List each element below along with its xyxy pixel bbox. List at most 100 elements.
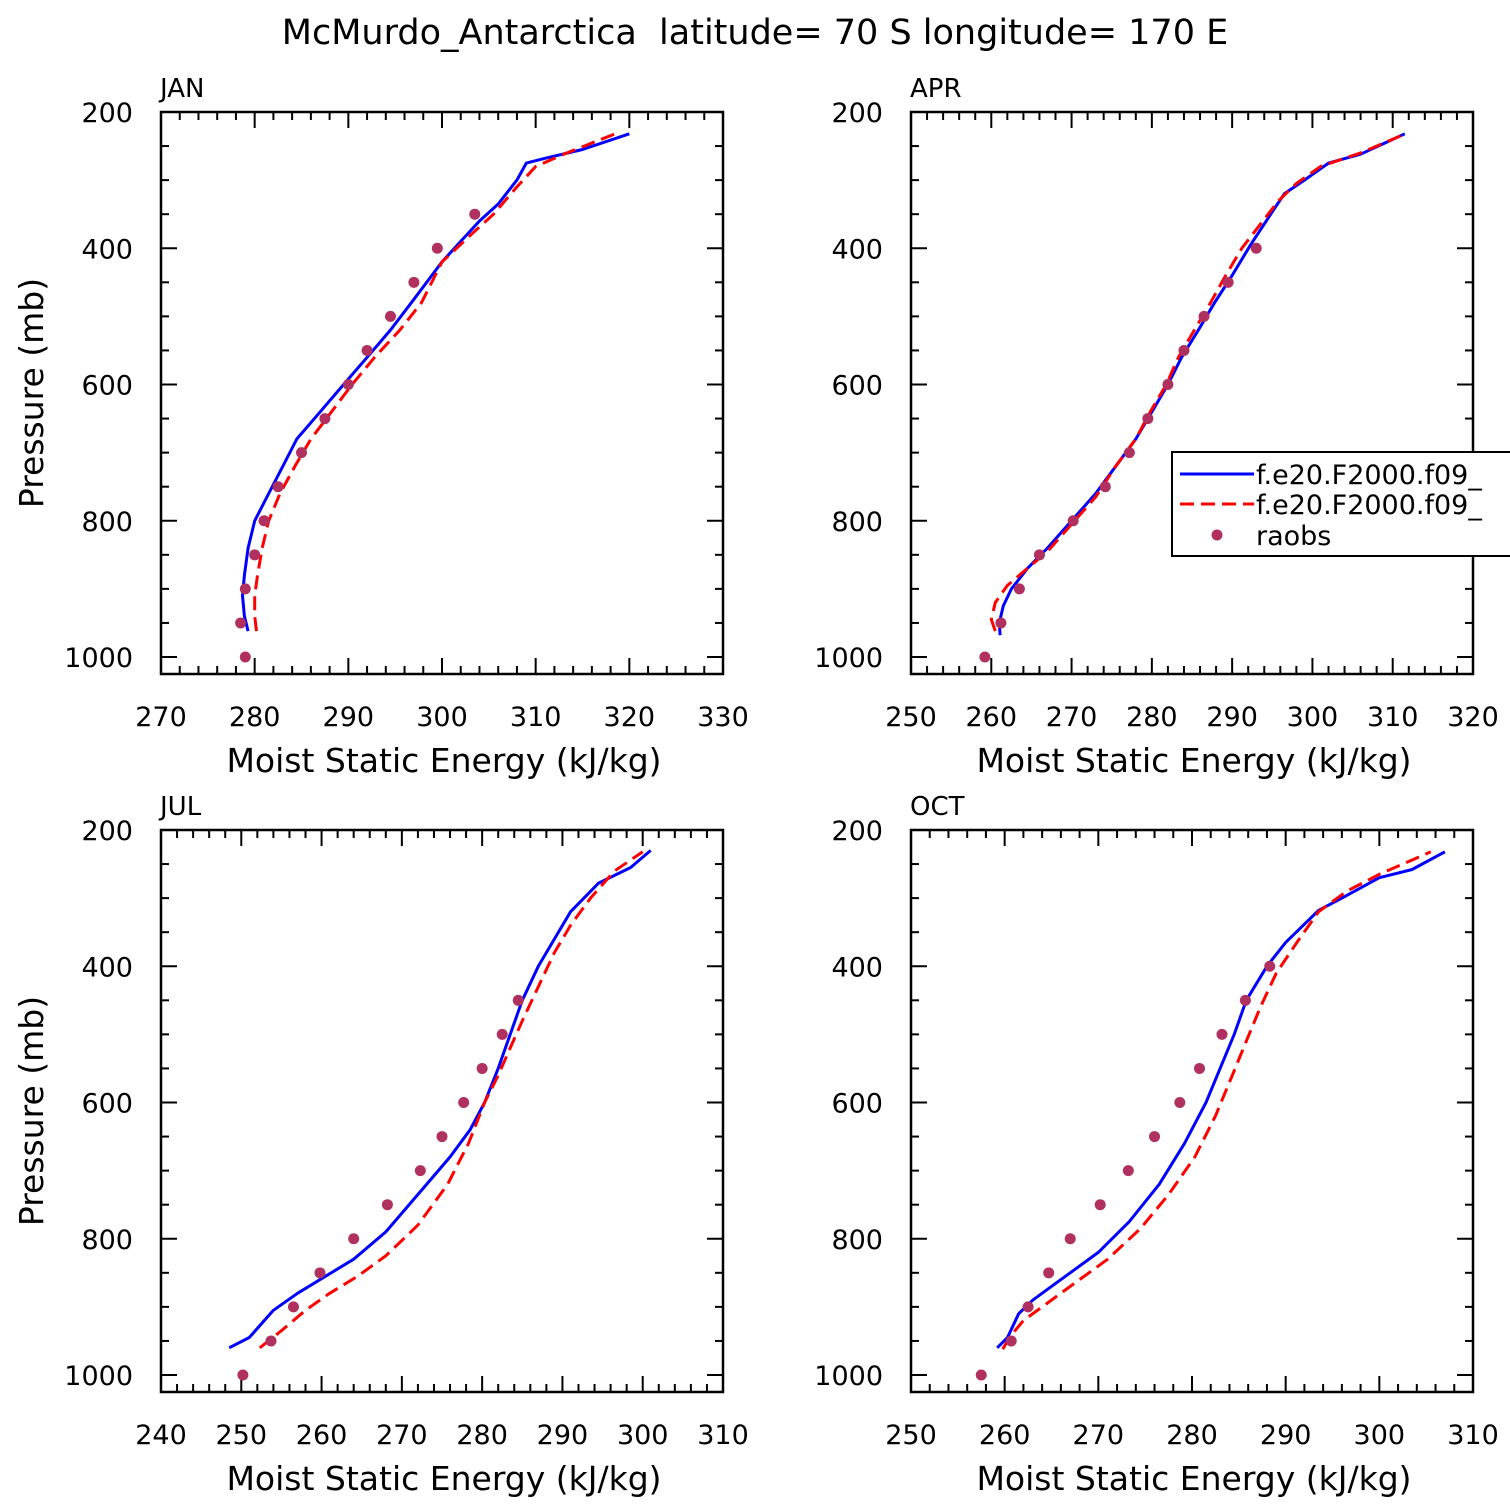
x-tick-label: 260 <box>296 1420 348 1451</box>
series-line-dashed <box>253 132 616 632</box>
x-tick-label: 310 <box>1367 702 1419 733</box>
y-tick-label: 1000 <box>64 1361 133 1392</box>
raobs-point <box>1239 994 1251 1006</box>
x-tick-label: 280 <box>1126 702 1178 733</box>
raobs-point <box>469 208 481 220</box>
raobs-point <box>1198 310 1210 322</box>
raobs-point <box>995 617 1007 629</box>
panel-label: JUL <box>158 792 202 822</box>
series-line-dashed <box>1001 850 1432 1350</box>
raobs-point <box>239 583 251 595</box>
raobs-point <box>1250 242 1262 254</box>
panels: JAN 270 280 290 300 310 320 330 200 400 600 800 1000… <box>12 74 1510 1498</box>
x-tick-label: 260 <box>979 1420 1031 1451</box>
raobs-point <box>1099 481 1111 493</box>
figure-title: McMurdo_Antarctica latitude= 70 S longit… <box>282 13 1228 53</box>
raobs-point <box>458 1097 470 1108</box>
legend-box <box>1171 451 1510 557</box>
x-tick-label: 260 <box>966 702 1018 733</box>
x-axis-label: Moist Static Energy (kJ/kg) <box>226 1459 661 1498</box>
raobs-point <box>1122 1165 1134 1177</box>
x-tick-label: 330 <box>697 702 749 733</box>
y-tick-label: 400 <box>81 952 133 983</box>
x-tick-label: 290 <box>323 702 375 733</box>
raobs-point <box>1123 447 1135 459</box>
raobs-point <box>1216 1028 1228 1040</box>
panel-label: OCT <box>910 792 965 822</box>
x-tick-label: 310 <box>697 1420 749 1451</box>
raobs-point <box>1193 1062 1205 1074</box>
y-tick-label: 1000 <box>814 1361 883 1392</box>
raobs-point <box>414 1165 426 1177</box>
raobs-point <box>381 1199 393 1211</box>
x-tick-label: 300 <box>1354 1420 1406 1451</box>
raobs-point <box>408 276 420 288</box>
x-tick-label: 290 <box>537 1420 589 1451</box>
raobs-point <box>1005 1335 1017 1347</box>
x-tick-label: 290 <box>1206 702 1258 733</box>
y-tick-label: 200 <box>81 816 133 847</box>
y-tick-label: 800 <box>831 507 883 538</box>
plot-frame <box>159 828 725 1394</box>
raobs-point <box>431 242 443 254</box>
x-tick-label: 270 <box>1073 1420 1125 1451</box>
series-line-dashed <box>258 850 644 1349</box>
y-tick-label: 600 <box>831 371 883 402</box>
x-tick-label: 300 <box>416 702 468 733</box>
x-tick-label: 280 <box>1166 1420 1218 1451</box>
y-tick-label: 1000 <box>64 643 133 674</box>
y-tick-label: 200 <box>831 98 883 129</box>
y-tick-label: 600 <box>831 1089 883 1120</box>
raobs-point <box>512 994 524 1006</box>
x-tick-label: 290 <box>1260 1420 1312 1451</box>
raobs-point <box>314 1267 326 1279</box>
raobs-point <box>1064 1233 1076 1245</box>
y-tick-label: 400 <box>831 234 883 265</box>
y-tick-label: 400 <box>81 234 133 265</box>
raobs-point <box>979 651 991 663</box>
plot-frame <box>909 828 1475 1394</box>
panel-label: APR <box>910 74 962 104</box>
x-tick-label: 280 <box>229 702 281 733</box>
chart-panel-jan: JAN 270 280 290 300 310 320 330 200 400 600 800 1000… <box>12 74 749 780</box>
raobs-point <box>239 651 251 663</box>
raobs-point <box>476 1062 488 1074</box>
x-tick-label: 270 <box>1046 702 1098 733</box>
raobs-point <box>342 379 354 390</box>
raobs-point <box>296 447 307 459</box>
y-tick-label: 400 <box>831 952 883 983</box>
raobs-point <box>1043 1267 1055 1279</box>
series-line-solid <box>241 132 630 632</box>
chart-panel-jul: JUL 240 250 260 270 280 290 300 310 200 400 600 800 1… <box>12 792 749 1498</box>
chart-panel-apr: APR 250 260 270 280 290 300 310 320 200 400 600 800 1… <box>814 74 1498 780</box>
x-tick-label: 310 <box>1447 1420 1499 1451</box>
raobs-point <box>384 310 396 322</box>
chart-panel-oct: OCT 250 260 270 280 290 300 310 200 400 600 800 1000… <box>814 792 1498 1498</box>
panel-label: JAN <box>158 74 204 104</box>
legend-label: f.e20.F2000.f09_ <box>1256 490 1482 521</box>
legend-label: raobs <box>1256 521 1331 552</box>
x-tick-label: 250 <box>885 702 937 733</box>
raobs-point <box>249 549 261 561</box>
raobs-point <box>237 1369 249 1381</box>
x-tick-label: 270 <box>376 1420 428 1451</box>
raobs-point <box>235 617 247 629</box>
x-tick-label: 320 <box>604 702 656 733</box>
y-tick-label: 1000 <box>814 643 883 674</box>
legend-label: f.e20.F2000.f09_ <box>1256 460 1482 491</box>
raobs-point <box>1149 1131 1161 1143</box>
y-tick-label: 800 <box>831 1225 883 1256</box>
raobs-point <box>1067 515 1079 527</box>
raobs-point <box>319 413 331 425</box>
y-axis-label: Pressure (mb) <box>12 278 51 508</box>
x-tick-label: 310 <box>510 702 562 733</box>
x-tick-label: 250 <box>216 1420 268 1451</box>
raobs-point <box>348 1233 360 1245</box>
x-tick-label: 240 <box>135 1420 187 1451</box>
raobs-point <box>258 515 270 527</box>
raobs-point <box>1222 276 1234 288</box>
x-axis-label: Moist Static Energy (kJ/kg) <box>226 741 661 780</box>
y-tick-label: 800 <box>81 1225 133 1256</box>
raobs-point <box>1013 583 1025 595</box>
